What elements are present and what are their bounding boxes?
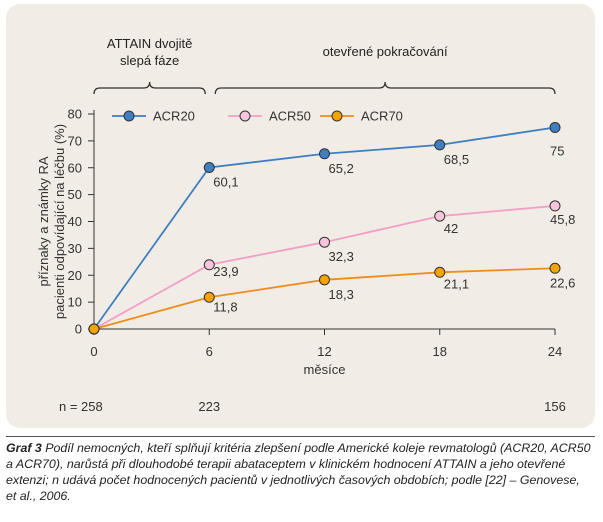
data-label-acr70: 11,8 — [213, 299, 237, 314]
n-value: 156 — [544, 399, 566, 414]
data-label-acr20: 75 — [550, 143, 564, 158]
legend-label-acr20: ACR20 — [153, 109, 195, 124]
caption-text: Podíl nemocných, kteří splňují kritéria … — [6, 441, 591, 503]
data-point-acr70 — [434, 266, 446, 278]
caption-divider — [6, 436, 595, 437]
legend-marker-acr50 — [239, 110, 251, 122]
data-point-acr50 — [319, 236, 330, 248]
caption-label: Graf 3 — [6, 441, 42, 455]
y-tick-label: 20 — [68, 268, 82, 283]
x-tick-label: 6 — [206, 344, 213, 359]
n-label: n = 258 — [59, 399, 103, 414]
x-tick-label: 12 — [317, 344, 331, 359]
legend-label-acr70: ACR70 — [361, 109, 403, 124]
x-tick-label: 24 — [548, 344, 562, 359]
phase-brace — [214, 81, 556, 95]
y-tick-label: 30 — [68, 241, 82, 256]
x-tick-label: 0 — [90, 344, 97, 359]
legend-label-acr50: ACR50 — [269, 109, 311, 124]
n-value: 223 — [198, 399, 220, 414]
figure-caption: Graf 3 Podíl nemocných, kteří splňují kr… — [6, 440, 591, 504]
x-tick-label: 18 — [433, 344, 447, 359]
data-point-acr50 — [203, 259, 215, 271]
data-point-acr70 — [88, 323, 100, 335]
data-label-acr50: 45,8 — [550, 212, 575, 227]
x-axis-label: měsíce — [304, 362, 346, 377]
y-tick-label: 60 — [68, 160, 82, 175]
y-axis-label-line2: pacienti odpovídající na léčbu (%) — [52, 124, 67, 319]
legend-marker-acr20 — [123, 110, 135, 122]
data-point-acr20 — [434, 139, 446, 151]
chart-panel: 0 10 20 30 40 50 60 70 80 0 6 12 18 24 měsíce příznaky … — [6, 4, 595, 428]
data-point-acr20 — [203, 161, 215, 173]
data-point-acr20 — [549, 121, 561, 133]
data-point-acr70 — [203, 291, 215, 303]
data-label-acr50: 32,3 — [329, 249, 354, 264]
data-label-acr20: 65,2 — [329, 161, 354, 176]
legend-marker-acr70 — [331, 110, 343, 122]
phase-brace — [93, 81, 206, 95]
line-chart: 0 10 20 30 40 50 60 70 80 0 6 12 18 24 měsíce příznaky … — [36, 36, 575, 414]
data-point-acr70 — [549, 262, 561, 274]
phase-label: otevřené pokračování — [323, 44, 448, 59]
y-tick-label: 40 — [68, 214, 82, 229]
y-tick-label: 50 — [68, 187, 82, 202]
y-tick-label: 80 — [68, 107, 82, 122]
phase-label: ATTAIN dvojitě — [107, 36, 192, 51]
data-point-acr50 — [434, 210, 446, 222]
y-axis-label-line1: příznaky a známky RA — [36, 156, 51, 286]
data-label-acr70: 22,6 — [550, 275, 575, 290]
y-tick-label: 0 — [75, 322, 82, 337]
data-label-acr50: 42 — [444, 221, 458, 236]
y-tick-label: 10 — [68, 295, 82, 310]
data-label-acr70: 21,1 — [444, 276, 469, 291]
data-point-acr70 — [319, 274, 330, 286]
data-label-acr70: 18,3 — [329, 287, 354, 302]
y-tick-label: 70 — [68, 133, 82, 148]
data-point-acr50 — [549, 200, 561, 212]
data-label-acr20: 60,1 — [213, 174, 238, 189]
data-label-acr50: 23,9 — [213, 264, 238, 279]
data-label-acr20: 68,5 — [444, 152, 469, 167]
phase-label: slepá fáze — [120, 53, 179, 68]
data-point-acr20 — [319, 148, 330, 160]
